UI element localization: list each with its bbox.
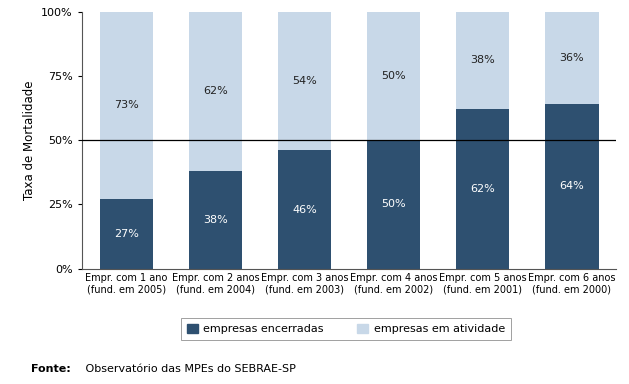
Text: 62%: 62% <box>203 86 228 96</box>
Text: 54%: 54% <box>292 76 317 86</box>
Bar <box>189 12 242 171</box>
Text: 62%: 62% <box>470 184 495 194</box>
Text: Observatório das MPEs do SEBRAE-SP: Observatório das MPEs do SEBRAE-SP <box>82 364 296 374</box>
Text: 50%: 50% <box>381 71 406 81</box>
Bar <box>456 109 509 269</box>
Text: Fonte:: Fonte: <box>31 364 71 374</box>
Bar <box>367 140 420 269</box>
Y-axis label: Taxa de Mortalidade: Taxa de Mortalidade <box>23 80 36 200</box>
Bar <box>545 12 599 104</box>
Bar <box>278 12 331 151</box>
Text: 50%: 50% <box>381 199 406 210</box>
Bar <box>367 12 420 140</box>
Text: 36%: 36% <box>560 53 584 63</box>
Bar <box>189 171 242 269</box>
Bar <box>278 151 331 269</box>
Text: 27%: 27% <box>114 229 139 239</box>
Text: 73%: 73% <box>114 101 139 111</box>
Bar <box>456 12 509 109</box>
Text: 46%: 46% <box>292 205 317 215</box>
Bar <box>99 12 153 199</box>
Legend: empresas encerradas, empresas em atividade: empresas encerradas, empresas em ativida… <box>181 318 511 340</box>
Text: 38%: 38% <box>203 215 228 225</box>
Text: 64%: 64% <box>559 182 584 192</box>
Bar <box>99 199 153 269</box>
Text: 38%: 38% <box>470 55 495 65</box>
Bar <box>545 104 599 269</box>
